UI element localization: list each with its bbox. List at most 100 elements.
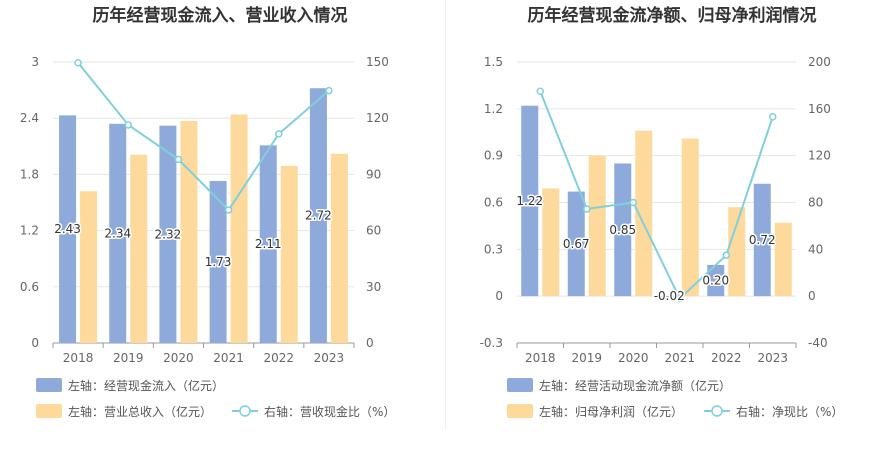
y-right-tick-label: 80 (808, 196, 823, 210)
primary-bar (59, 115, 77, 343)
x-tick-label: 2023 (757, 351, 788, 365)
y-right-tick-label: 90 (366, 167, 381, 181)
y-left-tick-label: 0.9 (484, 149, 503, 163)
ratio-line (539, 90, 774, 301)
x-tick-label: 2018 (525, 351, 556, 365)
secondary-bar (588, 155, 606, 297)
chart-title: 历年经营现金流净额、归母净利润情况 (528, 5, 817, 26)
bar-data-label: 2.11 (255, 237, 282, 251)
y-left-tick-label: 0 (31, 336, 39, 350)
bar-data-label: 2.34 (104, 226, 131, 240)
legend-swatch-secondary-bar (36, 404, 62, 418)
ratio-point (769, 113, 777, 121)
y-left-tick-label: 1.5 (484, 55, 503, 69)
bar-data-label: 2.43 (54, 222, 81, 236)
x-tick-label: 2020 (618, 351, 649, 365)
bar-data-label: 1.22 (516, 194, 543, 208)
secondary-bar (728, 207, 746, 297)
y-left-tick-label: 0.3 (484, 242, 503, 256)
y-left-tick-label: 3 (31, 55, 39, 69)
ratio-line (77, 62, 330, 212)
right-chart-panel: 历年经营现金流净额、归母净利润情况 -0.3 0 0.3 0.6 0.9 1.2 1.5 -40… (450, 0, 893, 430)
legend-swatch-primary-bar (36, 378, 62, 392)
primary-bar (209, 180, 227, 343)
y-right-tick-label: 0 (808, 289, 816, 303)
ratio-point (224, 206, 233, 214)
y-right-tick-label: 160 (808, 102, 831, 116)
legend-swatch-point (711, 405, 723, 417)
bar-data-label: 2.72 (305, 209, 332, 223)
y-right-tick-label: 120 (366, 111, 389, 125)
y-right-tick-label: 200 (808, 55, 831, 69)
legend-label: 左轴：经营活动现金流净额（亿元） (539, 378, 731, 393)
secondary-bar (635, 130, 653, 297)
x-tick-label: 2022 (711, 351, 742, 365)
secondary-bar (230, 114, 248, 343)
x-tick-label: 2023 (314, 351, 345, 365)
y-right-tick-label: 120 (808, 149, 831, 163)
bar-data-label: 0.20 (702, 274, 729, 288)
bar-data-label: 0.72 (749, 233, 776, 247)
legend-swatch-primary-bar (507, 378, 533, 392)
y-right-tick-label: 150 (366, 55, 389, 69)
secondary-bar (681, 138, 699, 297)
left-chart-panel: 历年经营现金流入、营业收入情况 0 0.6 1.2 1.8 2.4 3 0 30 60 90 120 1… (0, 0, 440, 430)
bar-data-label: 0.85 (609, 223, 636, 237)
primary-bar (753, 183, 771, 297)
bar-data-label: 1.73 (205, 255, 232, 269)
primary-bar (660, 296, 678, 300)
secondary-bar (330, 153, 348, 343)
y-left-tick-label: 0.6 (484, 196, 503, 210)
secondary-bar (80, 191, 98, 343)
secondary-bar (180, 121, 198, 343)
legend-swatch-point (239, 405, 251, 417)
x-tick-label: 2021 (213, 351, 244, 365)
secondary-bar (130, 154, 148, 343)
x-tick-label: 2022 (263, 351, 294, 365)
ratio-point (722, 251, 730, 259)
x-tick-label: 2020 (163, 351, 194, 365)
y-left-tick-label: -0.3 (480, 336, 503, 350)
x-tick-label: 2019 (113, 351, 144, 365)
legend-label: 左轴：经营现金流入（亿元） (68, 378, 224, 393)
bar-data-label: -0.02 (654, 289, 685, 303)
y-right-tick-label: -40 (808, 336, 828, 350)
y-right-tick-label: 0 (366, 336, 374, 350)
bar-data-label: 2.32 (155, 227, 182, 241)
primary-bar (614, 163, 632, 297)
ratio-point (536, 87, 544, 96)
primary-bar (521, 105, 539, 297)
secondary-bar (774, 222, 792, 297)
secondary-bar (280, 165, 298, 343)
y-left-tick-label: 2.4 (20, 111, 39, 125)
x-tick-label: 2021 (664, 351, 695, 365)
ratio-point (174, 155, 183, 164)
ratio-point (583, 205, 591, 213)
primary-bar (707, 264, 725, 297)
legend-label: 右轴：净现比（%） (736, 404, 843, 419)
x-tick-label: 2018 (63, 351, 94, 365)
ratio-point (74, 58, 82, 67)
ratio-point (325, 86, 333, 95)
primary-bar (259, 145, 277, 343)
y-left-tick-label: 1.2 (484, 102, 503, 116)
left-chart-svg: 历年经营现金流入、营业收入情况00.61.21.82.4303060901201… (20, 5, 396, 419)
legend-label: 左轴：归母净利润（亿元） (539, 404, 683, 419)
primary-bar (109, 123, 127, 343)
secondary-bar (542, 188, 560, 297)
ratio-point (275, 130, 283, 138)
y-right-tick-label: 60 (366, 224, 381, 238)
y-right-tick-label: 40 (808, 242, 823, 256)
chart-title: 历年经营现金流入、营业收入情况 (93, 5, 348, 26)
y-right-tick-label: 30 (366, 280, 381, 294)
right-chart-svg: 历年经营现金流净额、归母净利润情况 -0.3 0 0.3 0.6 0.9 1.2 1.5 -40… (480, 5, 844, 419)
primary-bar (309, 88, 327, 343)
legend-label: 左轴：营业总收入（亿元） (68, 404, 212, 419)
bar-data-label: 0.67 (563, 237, 590, 251)
y-left-tick-label: 1.2 (20, 224, 39, 238)
y-left-tick-label: 1.8 (20, 167, 39, 181)
primary-bar (159, 125, 177, 344)
ratio-point (676, 294, 684, 303)
primary-bar (567, 191, 585, 297)
